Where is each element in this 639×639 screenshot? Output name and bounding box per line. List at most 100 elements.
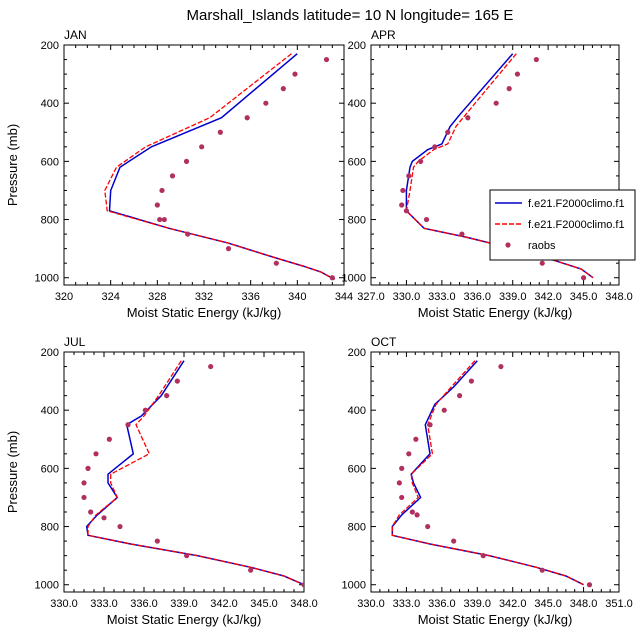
x-tick-label: 328 xyxy=(148,291,166,303)
panel-jul: JUL 330.0 333.0 336.0 339.0 342.0 345.0 348.0 20… xyxy=(5,335,318,627)
raobs-point xyxy=(263,100,269,106)
raobs-point xyxy=(465,115,471,121)
series-line-dashed xyxy=(87,360,304,586)
x-tick-label: 342.0 xyxy=(210,598,238,610)
raobs-point xyxy=(580,275,587,281)
raobs-point xyxy=(533,56,539,63)
raobs-point xyxy=(399,202,405,208)
raobs-point xyxy=(413,436,419,442)
y-tick-label: 200 xyxy=(348,347,366,359)
raobs-point xyxy=(414,512,420,518)
raobs-point xyxy=(154,538,160,544)
y-tick-label: 600 xyxy=(41,463,59,475)
raobs-point xyxy=(406,173,412,179)
x-tick-label: 336 xyxy=(241,291,259,303)
raobs-point xyxy=(217,129,223,135)
raobs-point xyxy=(280,86,286,92)
series-line-solid xyxy=(108,53,336,280)
series-line-solid xyxy=(85,360,304,586)
x-tick-label: 340 xyxy=(288,291,306,303)
plot-frame xyxy=(63,44,345,286)
raobs-point xyxy=(451,538,457,544)
y-axis-label: Pressure (mb) xyxy=(5,124,20,206)
raobs-point xyxy=(406,451,412,457)
series-line-solid xyxy=(391,360,584,586)
raobs-point xyxy=(85,465,91,471)
raobs-point xyxy=(174,378,180,384)
x-tick-label: 348.0 xyxy=(570,598,598,610)
x-axis-label: Moist Static Energy (kJ/kg) xyxy=(107,612,262,627)
y-tick-label: 600 xyxy=(348,463,366,475)
raobs-point xyxy=(142,407,148,413)
x-tick-label: 336.0 xyxy=(428,598,456,610)
y-tick-label: 400 xyxy=(348,98,366,110)
raobs-point xyxy=(418,158,424,164)
x-tick-label: 324 xyxy=(101,291,119,303)
x-tick-label: 348.0 xyxy=(290,598,318,610)
x-tick-label: 345.0 xyxy=(250,598,278,610)
raobs-point xyxy=(586,582,593,588)
x-tick-label: 333.0 xyxy=(90,598,118,610)
figure-title: Marshall_Islands latitude= 10 N longitud… xyxy=(187,7,514,24)
y-tick-label: 1000 xyxy=(35,580,59,592)
raobs-point xyxy=(301,582,304,588)
legend-label: f.e21.F2000climo.f1 xyxy=(528,198,625,210)
raobs-point xyxy=(400,187,406,194)
raobs-point xyxy=(81,494,87,501)
panels: JAN 320 324 328 332 336 340 344 200 400 600 800 1000… xyxy=(5,28,633,627)
y-tick-label: 1000 xyxy=(342,580,366,592)
panel-oct: OCT 330.0 333.0 336.0 339.0 342.0 345.0 348.0 35… xyxy=(342,335,633,627)
y-tick-label: 600 xyxy=(41,156,59,168)
plot-area xyxy=(104,53,336,281)
x-tick-label: 342.0 xyxy=(499,598,527,610)
raobs-point xyxy=(125,422,131,428)
y-axis-label: Pressure (mb) xyxy=(5,431,20,513)
panel-apr: APR 327.0 330.0 333.0 336.0 339.0 342.0 345.0 34… xyxy=(342,28,633,320)
raobs-point xyxy=(423,216,430,223)
y-tick-label: 200 xyxy=(41,40,59,52)
raobs-point xyxy=(498,363,504,370)
raobs-point xyxy=(101,515,107,521)
raobs-point xyxy=(456,393,463,399)
raobs-point xyxy=(106,436,112,442)
raobs-point xyxy=(154,202,160,208)
x-tick-label: 342.0 xyxy=(534,291,562,303)
y-tick-label: 400 xyxy=(348,405,366,417)
raobs-point xyxy=(225,246,232,252)
x-tick-label: 351.0 xyxy=(605,598,633,610)
plot-frame xyxy=(370,351,620,593)
x-tick-label: 333.0 xyxy=(393,598,421,610)
x-axis-label: Moist Static Energy (kJ/kg) xyxy=(418,612,573,627)
raobs-point xyxy=(329,275,335,281)
raobs-point xyxy=(169,173,176,179)
raobs-point xyxy=(199,144,205,150)
x-tick-label: 339.0 xyxy=(464,598,492,610)
raobs-point xyxy=(441,407,447,413)
x-tick-label: 345.0 xyxy=(570,291,598,303)
y-tick-label: 200 xyxy=(348,40,366,52)
x-tick-label: 330.0 xyxy=(357,598,385,610)
raobs-point xyxy=(409,509,415,515)
y-tick-label: 800 xyxy=(348,522,366,534)
plot-frame xyxy=(63,351,305,593)
x-tick-label: 330.0 xyxy=(393,291,421,303)
plot-area xyxy=(81,360,304,588)
series-line-dashed xyxy=(104,53,335,280)
x-axis-label: Moist Static Energy (kJ/kg) xyxy=(127,305,282,320)
y-tick-label: 400 xyxy=(41,405,59,417)
legend-label: raobs xyxy=(528,240,556,252)
panel-title: JAN xyxy=(64,28,87,42)
raobs-point xyxy=(459,231,465,237)
x-tick-label: 336.0 xyxy=(130,598,158,610)
y-tick-label: 800 xyxy=(41,522,59,534)
raobs-point xyxy=(539,260,545,266)
raobs-point xyxy=(480,553,486,559)
raobs-point xyxy=(273,260,279,266)
x-tick-label: 339.0 xyxy=(499,291,527,303)
raobs-point xyxy=(81,480,87,486)
plot-area xyxy=(391,360,593,588)
x-tick-label: 320 xyxy=(55,291,73,303)
raobs-point xyxy=(445,129,451,135)
legend-box xyxy=(489,189,636,261)
